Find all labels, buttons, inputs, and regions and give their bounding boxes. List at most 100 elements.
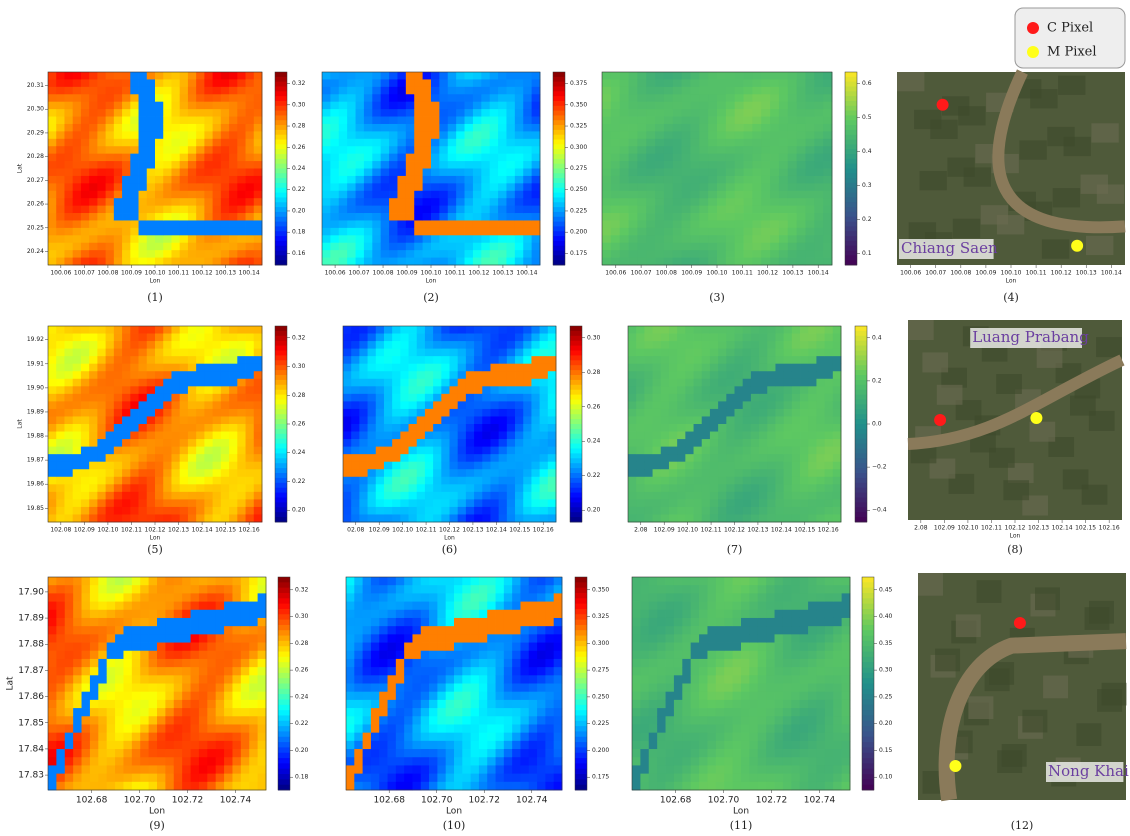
heatmap-cell [409,334,418,342]
heatmap-cell [114,401,123,409]
heatmap-cell [611,161,620,169]
heatmap-cell [808,334,817,342]
heatmap-cell [788,176,797,184]
heatmap-cell [48,692,57,701]
heatmap-cell [347,79,356,87]
heatmap-cell [64,72,73,80]
x-tick-label: 102.11 [701,527,722,534]
heatmap-cell [808,326,817,334]
heatmap-cell [106,183,115,191]
heatmap-cell [213,102,222,110]
heatmap-cell [466,447,475,455]
heatmap-cell [155,124,164,132]
heatmap-cell [254,432,263,440]
heatmap-cell [646,169,655,177]
heatmap-cell [448,220,457,228]
heatmap-cell [499,507,508,515]
colorbar-cell [845,144,857,149]
heatmap-cell [73,139,82,147]
heatmap-cell [409,462,418,470]
heatmap-cell [474,484,483,492]
heatmap-cell [761,139,770,147]
heatmap-cell [97,243,106,251]
heatmap-cell [409,469,418,477]
heatmap-cell [98,692,107,701]
heatmap-cell [797,243,806,251]
heatmap-cell [808,462,817,470]
heatmap-cell [221,462,230,470]
heatmap-cell [466,416,475,424]
heatmap-cell [694,326,703,334]
colorbar-cell [275,120,287,125]
heatmap-cell [64,447,73,455]
heatmap-cell [673,206,682,214]
heatmap-cell [180,514,189,522]
heatmap-cell [744,176,753,184]
heatmap-cell [229,235,238,243]
heatmap-cell [364,235,373,243]
heatmap-cell [48,176,57,184]
heatmap-cell [155,454,164,462]
heatmap-cell [65,700,74,709]
heatmap-cell [237,356,246,364]
heatmap-cell [246,139,255,147]
heatmap-cell [602,258,611,266]
heatmap-cell [448,102,457,110]
heatmap-cell [114,416,123,424]
heatmap-cell [114,371,123,379]
heatmap-cell [204,154,213,162]
heatmap-cell [82,618,91,627]
heatmap-cell [751,492,760,500]
heatmap-cell [717,250,726,258]
heatmap-cell [792,394,801,402]
heatmap-cell [73,183,82,191]
heatmap-cell [751,454,760,462]
colorbar-cell [855,380,867,385]
heatmap-cell [717,198,726,206]
heatmap-cell [637,206,646,214]
heatmap-cell [221,220,230,228]
heatmap-cell [213,416,222,424]
heatmap-cell [814,206,823,214]
heatmap-cell [690,258,699,266]
heatmap-cell [48,716,57,725]
heatmap-cell [473,191,482,199]
colorbar-cell [570,434,582,439]
heatmap-cell [130,109,139,117]
heatmap-cell [797,220,806,228]
heatmap-cell [139,102,148,110]
heatmap-cell [81,492,90,500]
heatmap-cell [368,416,377,424]
heatmap-cell [431,243,440,251]
heatmap-cell [465,228,474,236]
heatmap-cell [81,87,90,95]
colorbar-cell [845,77,857,82]
heatmap-cell [523,416,532,424]
heatmap-cell [800,447,809,455]
heatmap-cell [655,109,664,117]
heatmap-cell [114,477,123,485]
x-tick-label: 100.07 [925,270,946,277]
heatmap-cell [423,146,432,154]
heatmap-cell [73,643,82,652]
heatmap-cell [237,154,246,162]
heatmap-cell [73,191,82,199]
heatmap-cell [98,782,107,791]
heatmap-cell [414,220,423,228]
heatmap-cell [726,109,735,117]
heatmap-cell [56,79,65,87]
heatmap-cell [163,447,172,455]
heatmap-cell [196,258,205,266]
heatmap-cell [816,424,825,432]
heatmap-cell [98,585,107,594]
heatmap-cell [48,765,57,774]
heatmap-cell [89,220,98,228]
heatmap-cell [779,258,788,266]
heatmap-cell [498,72,507,80]
heatmap-cell [523,364,532,372]
heatmap-cell [389,213,398,221]
heatmap-cell [752,79,761,87]
heatmap-cell [423,79,432,87]
heatmap-cell [800,477,809,485]
heatmap-cell [814,131,823,139]
